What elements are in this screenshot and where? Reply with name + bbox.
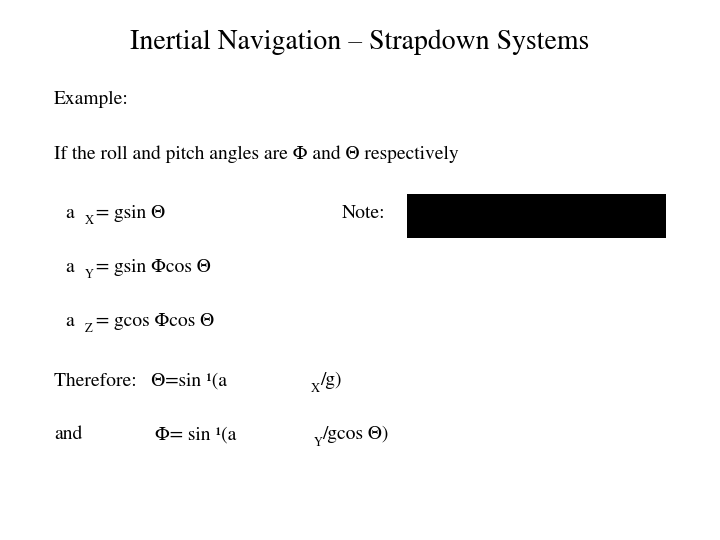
Text: Φ= sin⁻¹(a: Φ= sin⁻¹(a bbox=[155, 426, 236, 443]
Text: and: and bbox=[54, 426, 82, 443]
Text: = gsin Φcos Θ: = gsin Φcos Θ bbox=[91, 259, 211, 276]
Text: If the roll and pitch angles are Φ and Θ respectively: If the roll and pitch angles are Φ and Θ… bbox=[54, 145, 459, 163]
Text: a: a bbox=[65, 259, 73, 276]
Text: Note:: Note: bbox=[342, 205, 385, 222]
Text: Y: Y bbox=[85, 269, 94, 281]
Text: X: X bbox=[85, 215, 94, 227]
Bar bbox=[407, 194, 666, 238]
Text: /gcos Θ): /gcos Θ) bbox=[322, 426, 388, 443]
Text: = gsin Θ: = gsin Θ bbox=[91, 205, 166, 222]
Text: = gcos Φcos Θ: = gcos Φcos Θ bbox=[91, 313, 215, 330]
Text: a: a bbox=[65, 313, 73, 330]
Text: X: X bbox=[311, 383, 320, 395]
Text: Therefore:   Θ=sin⁻¹(a: Therefore: Θ=sin⁻¹(a bbox=[54, 372, 227, 389]
Text: Inertial Navigation – Strapdown Systems: Inertial Navigation – Strapdown Systems bbox=[130, 30, 590, 56]
Text: Y: Y bbox=[314, 437, 323, 449]
Text: Example:: Example: bbox=[54, 91, 129, 109]
Text: Z: Z bbox=[85, 323, 93, 335]
Text: a: a bbox=[65, 205, 73, 222]
Text: /g): /g) bbox=[320, 372, 342, 389]
